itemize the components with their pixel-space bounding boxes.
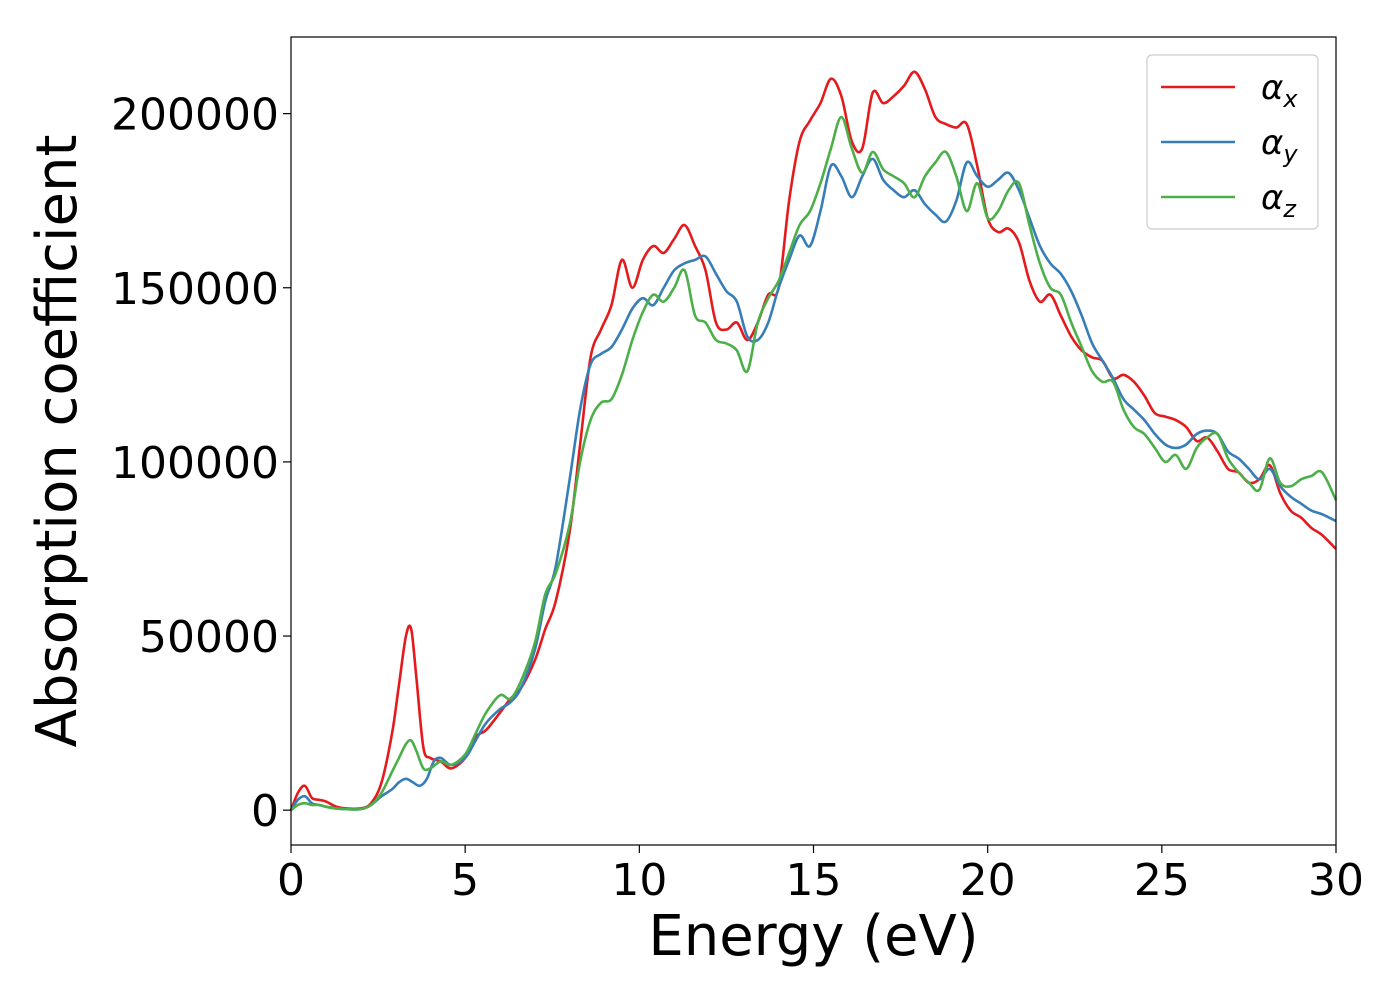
legend: αx αy αz [1146,54,1319,230]
series-layer [289,70,1338,812]
y-tick-label: 200000 [111,90,279,141]
y-tick-label: 0 [251,786,279,837]
x-tick-label: 10 [611,855,667,906]
y-axis-label: Absorption coefficient [25,135,90,748]
y-tick-label: 50000 [139,612,279,663]
legend-label-alpha-x: αx [1261,68,1298,113]
y-tick-label: 150000 [111,264,279,315]
y-axis: 0 50000 100000 150000 200000 [111,90,291,837]
y-tick-label: 100000 [111,438,279,489]
legend-label-alpha-y: αy [1261,123,1298,168]
x-tick-label: 20 [960,855,1016,906]
x-tick-label: 0 [277,855,305,906]
series-line-alpha-y [289,157,1337,811]
x-tick-label: 5 [451,855,479,906]
series-line-alpha-z [290,115,1338,812]
series-line-alpha-x [289,70,1337,811]
x-axis: 0 5 10 15 20 25 30 [277,845,1364,906]
legend-label-alpha-z: αz [1261,178,1297,223]
x-tick-label: 25 [1134,855,1190,906]
x-axis-label: Energy (eV) [648,904,978,969]
x-tick-label: 30 [1308,855,1364,906]
x-tick-label: 15 [786,855,842,906]
